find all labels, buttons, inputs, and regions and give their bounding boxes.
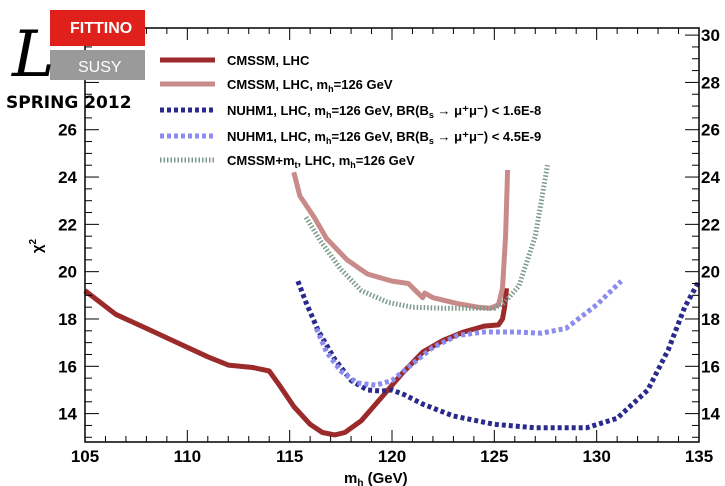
y-tick-label-right: 30 <box>701 26 720 45</box>
x-tick-label: 105 <box>71 447 99 466</box>
legend-label-3: NUHM1, LHC, mh=126 GeV, BR(Bs → μ⁺μ⁻) < … <box>227 103 541 120</box>
logo-big-letter: L <box>11 18 55 92</box>
y-tick-label-right: 18 <box>701 310 720 329</box>
y-axis-title: χ2 <box>28 238 46 253</box>
logo-caption: SPRING 2012 <box>6 93 132 113</box>
logo-bottom-text: SUSY <box>78 59 122 76</box>
legend-label-5: CMSSM+mt, LHC, mh=126 GeV <box>227 153 415 170</box>
fittino-logo: L FITTINO SUSY SPRING 2012 <box>6 10 145 113</box>
y-tick-label: 20 <box>58 263 77 282</box>
series-line-2 <box>291 169 511 311</box>
y-tick-label-right: 14 <box>701 405 720 424</box>
series-line-4 <box>314 279 623 388</box>
y-tick-label: 24 <box>58 168 77 187</box>
x-tick-label: 120 <box>378 447 406 466</box>
x-tick-label: 115 <box>276 447 303 466</box>
y-tick-label: 26 <box>58 121 77 140</box>
y-tick-label-right: 22 <box>701 215 720 234</box>
y-tick-label: 22 <box>58 215 77 234</box>
y-tick-label: 16 <box>58 357 77 376</box>
legend-label-4: NUHM1, LHC, mh=126 GeV, BR(Bs → μ⁺μ⁻) < … <box>227 129 541 146</box>
logo-top-block <box>50 10 145 46</box>
legend-label-2: CMSSM, LHC, mh=126 GeV <box>227 77 393 94</box>
ticks-layer: 105 110 115 120 125 130 135 14 16 18 20 22 24 26 14 16 1… <box>58 26 720 466</box>
y-tick-label-right: 20 <box>701 263 720 282</box>
x-axis-title: mh (GeV) <box>344 470 408 486</box>
y-tick-label: 14 <box>58 405 77 424</box>
x-tick-label: 130 <box>582 447 610 466</box>
y-tick-label-right: 26 <box>701 121 720 140</box>
x-tick-label: 110 <box>174 447 201 466</box>
y-tick-label-right: 28 <box>701 73 720 92</box>
x-tick-label: 135 <box>685 447 713 466</box>
y-tick-label: 18 <box>58 310 77 329</box>
x-tick-label: 125 <box>480 447 508 466</box>
y-tick-label-right: 16 <box>701 357 720 376</box>
y-tick-label-right: 24 <box>701 168 720 187</box>
logo-top-text: FITTINO <box>70 20 132 37</box>
series-line-1 <box>83 287 510 438</box>
legend: CMSSM, LHC CMSSM, LHC, mh=126 GeV NUHM1,… <box>160 53 541 170</box>
legend-label-1: CMSSM, LHC <box>227 53 310 68</box>
series-line-5 <box>303 164 550 311</box>
series-layer <box>83 164 702 438</box>
logo-bottom-block <box>50 50 145 80</box>
